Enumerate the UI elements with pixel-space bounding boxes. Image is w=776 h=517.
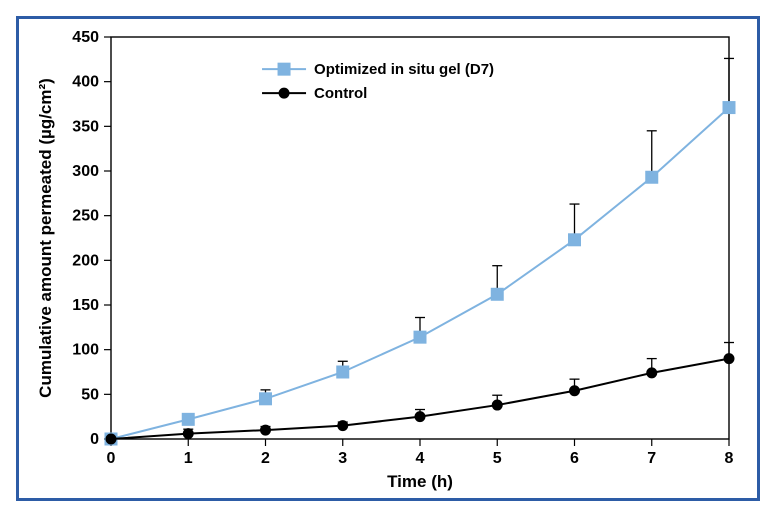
marker-circle: [570, 386, 580, 396]
y-tick-label: 400: [72, 74, 99, 91]
x-tick-label: 7: [647, 450, 656, 467]
legend: Optimized in situ gel (D7) Control: [262, 61, 494, 102]
marker-square: [182, 413, 194, 425]
y-tick-label: 300: [72, 163, 99, 180]
marker-circle: [492, 400, 502, 410]
legend-label: Optimized in situ gel (D7): [314, 61, 494, 78]
x-tick-label: 1: [184, 450, 193, 467]
marker-square: [337, 366, 349, 378]
y-tick-label: 50: [81, 386, 99, 403]
y-axis-title: Cumulative amount permeated (µg/cm²): [36, 78, 55, 398]
x-tick-label: 8: [725, 450, 734, 467]
y-tick-label: 250: [72, 208, 99, 225]
marker-square: [646, 171, 658, 183]
y-tick-label: 100: [72, 342, 99, 359]
marker-circle: [183, 429, 193, 439]
x-tick-label: 5: [493, 450, 502, 467]
series-line: [111, 108, 729, 439]
x-tick-label: 3: [338, 450, 347, 467]
marker-circle: [415, 412, 425, 422]
legend-label: Control: [314, 85, 367, 102]
series-line: [111, 359, 729, 439]
marker-circle: [724, 354, 734, 364]
y-tick-label: 350: [72, 118, 99, 135]
permeation-chart: 0 1 2 3 4 5 6 7 8 0 50 100 150 200 250 300 350 400 450 Time…: [19, 19, 757, 498]
x-tick-label: 4: [416, 450, 425, 467]
y-tick-label: 450: [72, 29, 99, 46]
marker-circle: [647, 368, 657, 378]
marker-circle: [261, 425, 271, 435]
x-axis-title: Time (h): [387, 472, 453, 491]
x-tick-label: 0: [107, 450, 116, 467]
marker-square: [491, 288, 503, 300]
y-tick-label: 0: [90, 431, 99, 448]
marker-square: [569, 234, 581, 246]
marker-square: [414, 331, 426, 343]
x-tick-label: 2: [261, 450, 270, 467]
x-tick-label: 6: [570, 450, 579, 467]
marker-circle: [338, 421, 348, 431]
marker-square: [723, 102, 735, 114]
marker-circle: [106, 434, 116, 444]
marker-square: [260, 393, 272, 405]
y-tick-label: 150: [72, 297, 99, 314]
chart-frame: 0 1 2 3 4 5 6 7 8 0 50 100 150 200 250 300 350 400 450 Time…: [16, 16, 760, 501]
y-tick-label: 200: [72, 252, 99, 269]
